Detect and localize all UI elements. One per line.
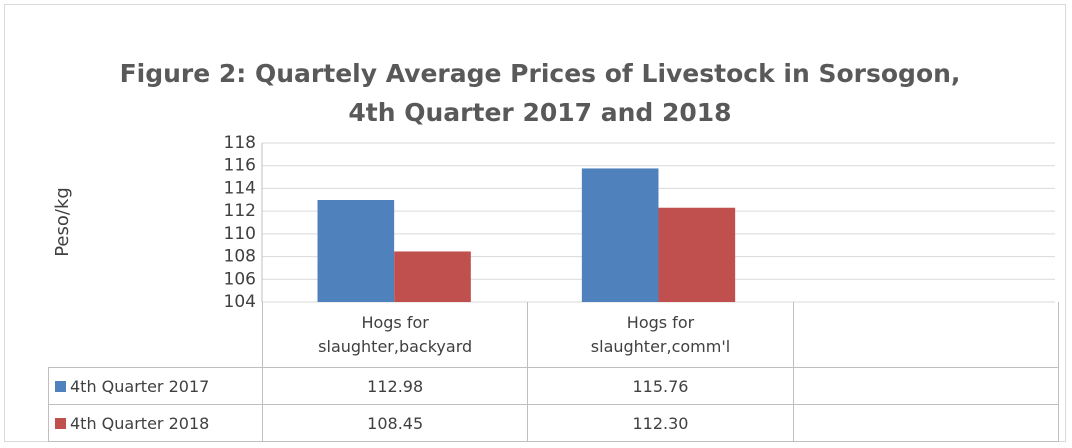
bar — [394, 251, 471, 302]
data-table: Hogs for slaughter,backyard Hogs for slau… — [48, 302, 1059, 442]
y-tick-label: 110 — [224, 224, 256, 244]
series-name-cell: 4th Quarter 2018 — [48, 404, 263, 442]
value-cell: 112.98 — [261, 367, 529, 405]
legend-label: 4th Quarter 2017 — [70, 376, 210, 396]
value-cell: 115.76 — [527, 367, 794, 405]
data-label: 112.30 — [632, 413, 689, 433]
y-axis-label: Peso/kg — [52, 187, 73, 257]
y-tick-label: 118 — [224, 133, 256, 153]
value-cell — [792, 367, 1059, 405]
y-tick-label: 116 — [224, 156, 256, 176]
legend-label: 4th Quarter 2018 — [70, 413, 210, 433]
data-label: 112.98 — [367, 376, 424, 396]
bar — [581, 168, 659, 302]
value-cell: 108.45 — [261, 404, 529, 442]
value-cell: 112.30 — [527, 404, 794, 442]
chart-subtitle: 4th Quarter 2017 and 2018 — [348, 98, 731, 127]
legend-key — [55, 417, 66, 429]
data-label: 108.45 — [367, 413, 424, 433]
category-cell: Hogs for slaughter,comm'l — [527, 302, 794, 368]
data-label: 115.76 — [632, 376, 689, 396]
table-header-row: Hogs for slaughter,backyard Hogs for slau… — [48, 302, 1059, 368]
y-tick-label: 114 — [224, 178, 256, 198]
table-corner — [48, 302, 263, 368]
table-row: 4th Quarter 2017 112.98 115.76 — [48, 367, 1059, 405]
x-tick-label: Hogs for slaughter,comm'l — [590, 312, 731, 356]
y-tick-label: 112 — [224, 201, 256, 221]
chart-title: Figure 2: Quartely Average Prices of Liv… — [120, 59, 961, 88]
category-cell: Hogs for slaughter,backyard — [261, 302, 529, 368]
x-tick-label: Hogs for slaughter,backyard — [318, 312, 473, 356]
legend-key — [55, 380, 66, 392]
bar — [658, 207, 736, 302]
chart-frame — [4, 4, 1066, 442]
table-row: 4th Quarter 2018 108.45 112.30 — [48, 404, 1059, 442]
y-tick-label: 106 — [224, 269, 256, 289]
bar — [317, 200, 395, 302]
category-cell — [792, 302, 1059, 368]
value-cell — [792, 404, 1059, 442]
series-name-cell: 4th Quarter 2017 — [48, 367, 263, 405]
y-tick-label: 108 — [224, 247, 256, 267]
